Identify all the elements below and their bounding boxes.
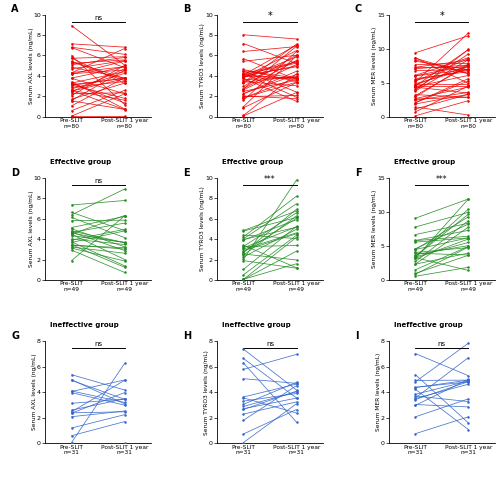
Y-axis label: Serum AXL levels (ng/mL): Serum AXL levels (ng/mL) [28,190,34,267]
Text: ns: ns [94,15,102,21]
Text: A: A [11,4,18,15]
Text: ns: ns [266,341,274,347]
Y-axis label: Serum MER levels (ng/mL): Serum MER levels (ng/mL) [372,26,378,105]
Text: ***: *** [436,175,448,184]
Y-axis label: Serum AXL levels (ng/mL): Serum AXL levels (ng/mL) [32,354,37,431]
Text: ns: ns [438,341,446,347]
Text: Effective group: Effective group [222,159,284,165]
Text: H: H [183,331,191,341]
Text: Ineffective group: Ineffective group [394,322,463,328]
Text: *: * [268,11,272,21]
Text: F: F [355,168,362,178]
Y-axis label: Serum AXL levels (ng/mL): Serum AXL levels (ng/mL) [28,27,34,104]
Text: *: * [440,11,444,21]
Text: I: I [355,331,358,341]
Text: Effective group: Effective group [394,159,456,165]
Y-axis label: Serum TYRO3 levels (ng/mL): Serum TYRO3 levels (ng/mL) [200,23,205,108]
Y-axis label: Serum TYRO3 levels (ng/mL): Serum TYRO3 levels (ng/mL) [204,350,209,434]
Text: ns: ns [94,178,102,184]
Y-axis label: Serum MER levels (ng/mL): Serum MER levels (ng/mL) [372,190,378,268]
Y-axis label: Serum TYRO3 levels (ng/mL): Serum TYRO3 levels (ng/mL) [200,187,205,271]
Y-axis label: Serum MER levels (ng/mL): Serum MER levels (ng/mL) [376,353,381,431]
Text: D: D [11,168,19,178]
Text: Effective group: Effective group [50,159,112,165]
Text: Ineffective group: Ineffective group [50,322,119,328]
Text: G: G [11,331,19,341]
Text: Ineffective group: Ineffective group [222,322,291,328]
Text: ns: ns [94,341,102,347]
Text: B: B [183,4,190,15]
Text: E: E [183,168,190,178]
Text: C: C [355,4,362,15]
Text: ***: *** [264,175,276,184]
